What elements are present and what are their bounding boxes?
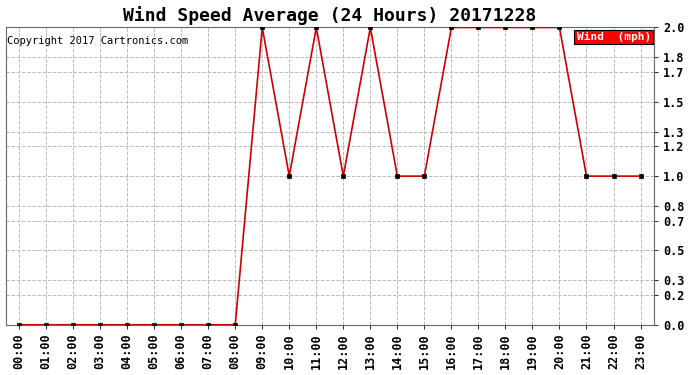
Text: Wind  (mph): Wind (mph) [577,32,651,42]
Text: Copyright 2017 Cartronics.com: Copyright 2017 Cartronics.com [7,36,188,46]
Title: Wind Speed Average (24 Hours) 20171228: Wind Speed Average (24 Hours) 20171228 [124,6,536,24]
